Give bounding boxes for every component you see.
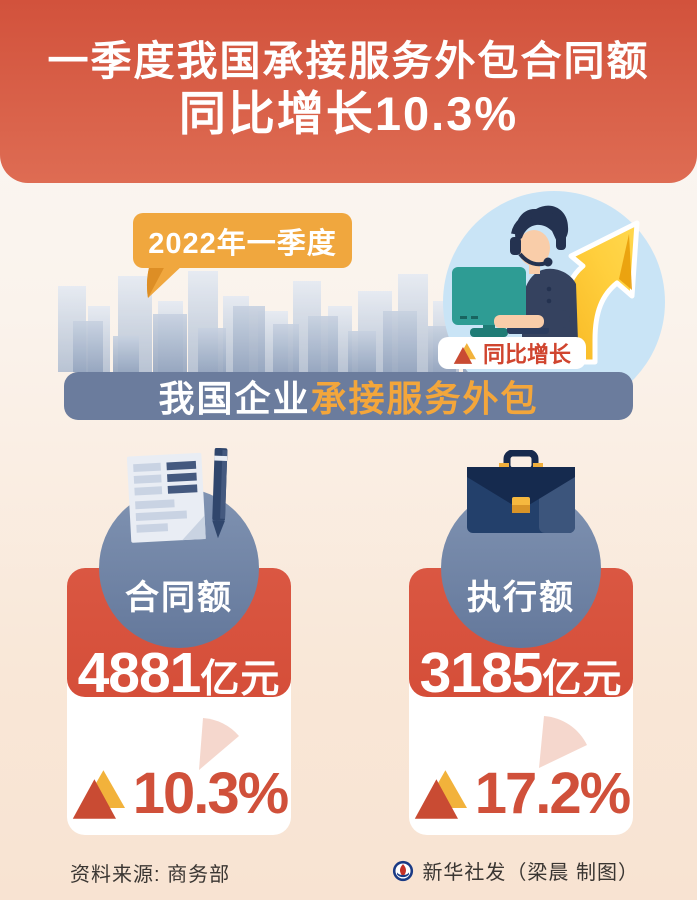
yoy-badge: 同比增长 [438,337,586,369]
execution-card: 执行额 3185亿元 17.2% [409,450,633,845]
subject-banner-highlight: 承接服务外包 [310,378,539,419]
contract-card: 合同额 4881亿元 10.3% [67,448,291,845]
bubble-tail-icon [146,264,184,298]
up-triangle-icon [414,769,467,819]
footer-source: 资料来源: 商务部 [70,864,231,886]
page-title-line2: 同比增长10.3% [178,87,519,140]
growth-value: 17.2% [474,761,631,826]
card-unit: 亿元 [200,658,281,701]
growth-fan-icon [199,718,239,770]
card-value-row: 4881亿元 [67,640,291,706]
subject-banner: 我国企业 承接服务外包 [64,372,633,420]
page-title-line1: 一季度我国承接服务外包合同额 [47,38,650,84]
period-bubble-label: 2022年一季度 [148,227,337,260]
card-label: 执行额 [467,579,575,617]
up-triangle-icon [453,342,476,364]
briefcase-icon [467,450,575,533]
header-banner: 一季度我国承接服务外包合同额 同比增长10.3% [0,0,697,183]
card-unit: 亿元 [542,658,623,701]
card-value-row: 3185亿元 [409,640,633,706]
period-bubble: 2022年一季度 [133,213,352,268]
subject-banner-prefix: 我国企业 [158,378,311,419]
document-pen-icon [127,448,228,543]
up-triangle-icon [72,769,125,819]
growth-row: 17.2% [409,761,633,826]
card-value: 3185 [419,641,544,705]
xinhua-logo-icon [393,860,414,881]
card-value: 4881 [77,641,202,705]
footer-credit: 新华社发（梁晨 制图） [392,856,639,885]
growth-row: 10.3% [67,761,291,826]
growth-value: 10.3% [132,761,289,826]
card-label: 合同额 [125,579,233,617]
yoy-badge-label: 同比增长 [482,342,571,367]
footer-credit-label: 新华社发（梁晨 制图） [422,862,639,884]
growth-fan-icon [539,716,587,768]
